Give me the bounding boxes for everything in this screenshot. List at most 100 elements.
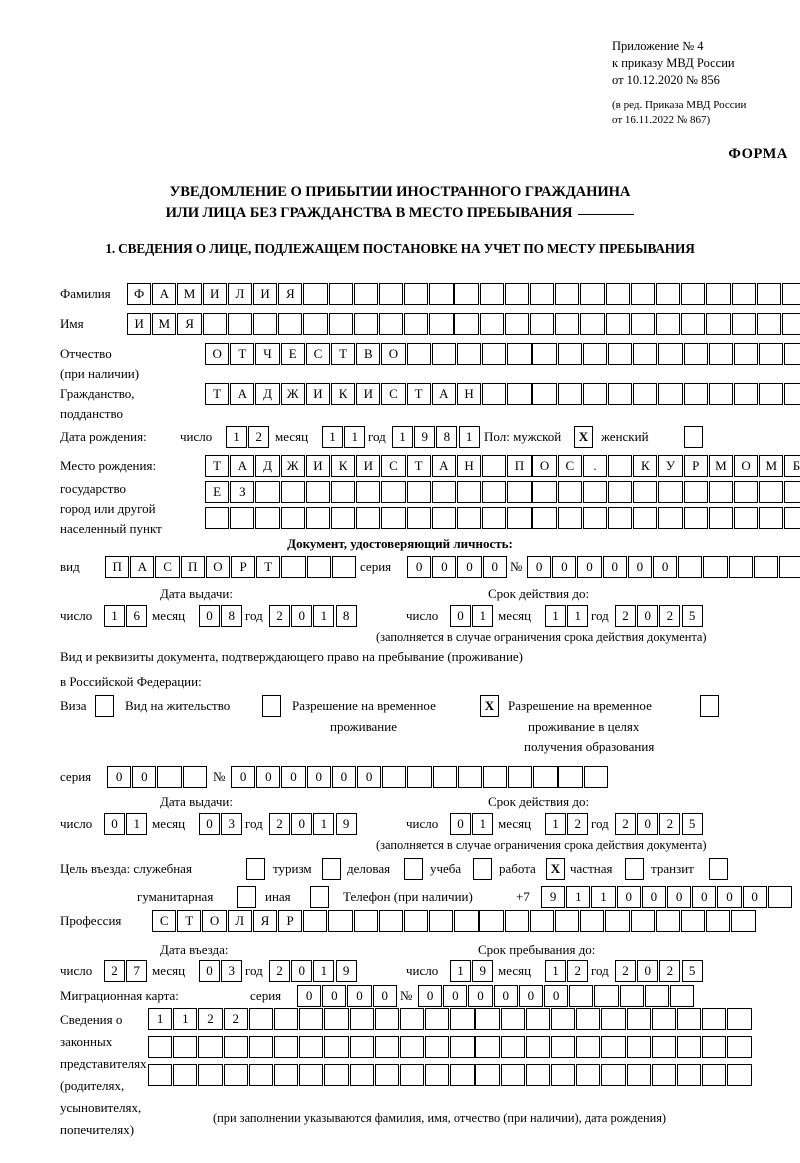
digit-cell[interactable]: 2 [567, 960, 589, 982]
char-cell[interactable] [532, 343, 557, 365]
char-cell[interactable] [733, 507, 759, 529]
char-cell[interactable] [330, 481, 356, 503]
digit-cell[interactable]: 0 [637, 605, 659, 627]
char-cell[interactable] [324, 1064, 349, 1086]
char-cell[interactable] [353, 910, 378, 932]
digit-cell[interactable]: 1 [458, 426, 480, 448]
char-cell[interactable]: 0 [652, 556, 678, 578]
char-cell[interactable] [731, 910, 756, 932]
digit-cell[interactable]: 5 [681, 960, 703, 982]
char-cell[interactable]: 0 [717, 886, 742, 908]
char-cell[interactable]: А [431, 383, 456, 405]
char-cell[interactable] [557, 507, 582, 529]
digit-cell[interactable]: 9 [472, 960, 494, 982]
char-cell[interactable] [255, 507, 280, 529]
char-cell[interactable] [324, 1008, 349, 1030]
char-cell[interactable] [605, 313, 630, 335]
char-cell[interactable]: 0 [602, 556, 627, 578]
char-cell[interactable]: 2 [198, 1008, 223, 1030]
char-cell[interactable] [669, 985, 695, 1007]
digit-cell[interactable]: 0 [637, 813, 659, 835]
char-cell[interactable] [353, 313, 378, 335]
char-cell[interactable] [580, 313, 605, 335]
char-cell[interactable] [608, 455, 633, 477]
char-cell[interactable]: 0 [742, 886, 767, 908]
char-cell[interactable]: И [305, 455, 331, 477]
char-cell[interactable] [608, 383, 633, 405]
char-cell[interactable] [479, 910, 504, 932]
char-cell[interactable]: 0 [627, 556, 653, 578]
char-cell[interactable] [706, 283, 731, 305]
char-cell[interactable] [223, 1064, 248, 1086]
char-cell[interactable] [784, 481, 800, 503]
char-cell[interactable] [399, 1008, 425, 1030]
char-cell[interactable] [404, 283, 429, 305]
char-cell[interactable] [582, 507, 608, 529]
char-cell[interactable] [651, 1064, 677, 1086]
char-cell[interactable]: С [305, 343, 331, 365]
char-cell[interactable] [676, 1064, 702, 1086]
char-cell[interactable] [708, 507, 734, 529]
char-cell[interactable]: 0 [692, 886, 717, 908]
digit-cell[interactable]: 0 [104, 813, 125, 835]
char-cell[interactable] [569, 985, 594, 1007]
char-cell[interactable] [457, 766, 482, 788]
char-cell[interactable] [727, 1036, 752, 1058]
char-cell[interactable] [450, 1036, 475, 1058]
char-cell[interactable] [658, 343, 683, 365]
char-cell[interactable] [425, 1008, 450, 1030]
char-cell[interactable] [555, 910, 580, 932]
char-cell[interactable] [532, 481, 557, 503]
char-cell[interactable]: В [356, 343, 381, 365]
purpose-study-checkbox[interactable] [473, 858, 492, 880]
char-cell[interactable]: Т [230, 343, 255, 365]
digit-cell[interactable]: 1 [344, 426, 366, 448]
char-cell[interactable] [608, 343, 633, 365]
char-cell[interactable] [557, 481, 582, 503]
char-cell[interactable] [356, 481, 381, 503]
char-cell[interactable]: О [532, 455, 557, 477]
char-cell[interactable]: Т [177, 910, 202, 932]
char-cell[interactable]: А [130, 556, 155, 578]
char-cell[interactable]: Т [406, 455, 431, 477]
char-cell[interactable] [767, 886, 792, 908]
char-cell[interactable] [759, 343, 784, 365]
char-cell[interactable] [374, 1036, 399, 1058]
legal-rep-line-2-input[interactable] [148, 1036, 752, 1058]
char-cell[interactable] [198, 1064, 223, 1086]
char-cell[interactable] [479, 313, 504, 335]
char-cell[interactable]: С [557, 455, 582, 477]
digit-cell[interactable]: 1 [126, 813, 148, 835]
digit-cell[interactable]: 5 [681, 605, 703, 627]
char-cell[interactable] [429, 283, 454, 305]
char-cell[interactable]: О [205, 556, 231, 578]
char-cell[interactable] [406, 343, 431, 365]
char-cell[interactable]: Р [683, 455, 708, 477]
char-cell[interactable] [280, 507, 305, 529]
digit-cell[interactable]: 1 [226, 426, 247, 448]
char-cell[interactable] [680, 910, 706, 932]
char-cell[interactable] [630, 313, 656, 335]
char-cell[interactable]: И [356, 455, 381, 477]
char-cell[interactable] [530, 283, 555, 305]
char-cell[interactable] [202, 313, 227, 335]
char-cell[interactable] [756, 283, 781, 305]
char-cell[interactable]: А [152, 283, 177, 305]
char-cell[interactable] [248, 1064, 274, 1086]
digit-cell[interactable]: 1 [313, 813, 335, 835]
purpose-other-checkbox[interactable] [310, 886, 329, 908]
digit-cell[interactable]: 1 [567, 605, 589, 627]
char-cell[interactable] [504, 910, 529, 932]
char-cell[interactable] [381, 507, 406, 529]
digit-cell[interactable]: 2 [659, 605, 681, 627]
char-cell[interactable] [507, 507, 532, 529]
char-cell[interactable] [482, 383, 507, 405]
char-cell[interactable] [374, 1064, 399, 1086]
